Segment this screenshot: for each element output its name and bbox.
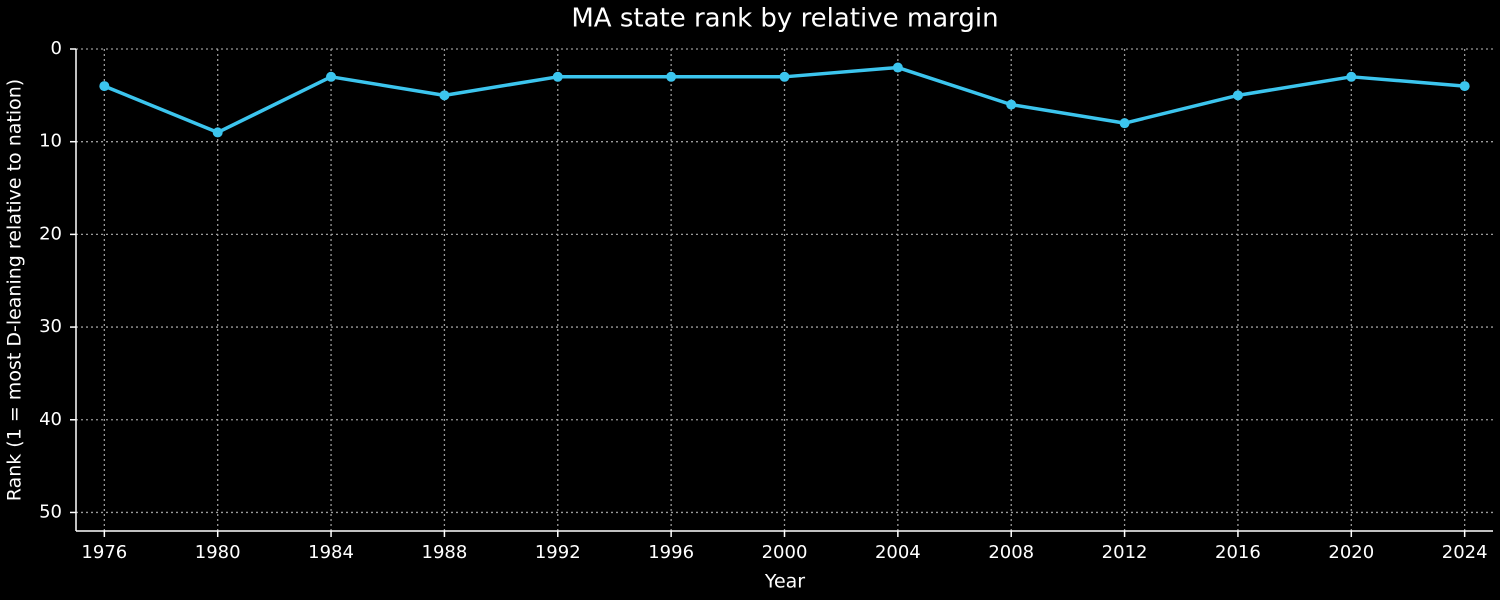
- data-point: [666, 71, 677, 82]
- data-point: [1119, 118, 1130, 129]
- x-tick-label: 1984: [308, 542, 354, 563]
- y-tick-label: 20: [39, 223, 62, 244]
- data-point: [892, 62, 903, 73]
- data-point: [1232, 90, 1243, 101]
- x-tick-label: 2024: [1442, 542, 1488, 563]
- x-tick-label: 1996: [648, 542, 694, 563]
- data-point: [1006, 99, 1017, 110]
- x-tick-label: 1980: [195, 542, 241, 563]
- x-tick-label: 1988: [422, 542, 468, 563]
- data-point: [552, 71, 563, 82]
- x-tick-label: 2000: [762, 542, 808, 563]
- data-point: [439, 90, 450, 101]
- x-tick-label: 1976: [81, 542, 127, 563]
- y-tick-label: 40: [39, 409, 62, 430]
- x-tick-label: 2008: [988, 542, 1034, 563]
- y-tick-label: 10: [39, 131, 62, 152]
- y-axis-label: Rank (1 = most D-leaning relative to nat…: [4, 79, 26, 501]
- x-tick-label: 2016: [1215, 542, 1261, 563]
- x-tick-label: 2020: [1328, 542, 1374, 563]
- y-tick-label: 30: [39, 316, 62, 337]
- data-point: [1459, 81, 1470, 92]
- data-point: [99, 81, 110, 92]
- y-tick-label: 0: [51, 38, 62, 59]
- chart-title: MA state rank by relative margin: [571, 4, 998, 34]
- data-point: [212, 127, 223, 138]
- data-point: [1346, 71, 1357, 82]
- x-tick-label: 2012: [1102, 542, 1148, 563]
- x-axis-label: Year: [764, 571, 805, 593]
- y-tick-label: 50: [39, 501, 62, 522]
- data-point: [326, 71, 337, 82]
- data-point: [779, 71, 790, 82]
- x-tick-label: 1992: [535, 542, 581, 563]
- x-tick-label: 2004: [875, 542, 921, 563]
